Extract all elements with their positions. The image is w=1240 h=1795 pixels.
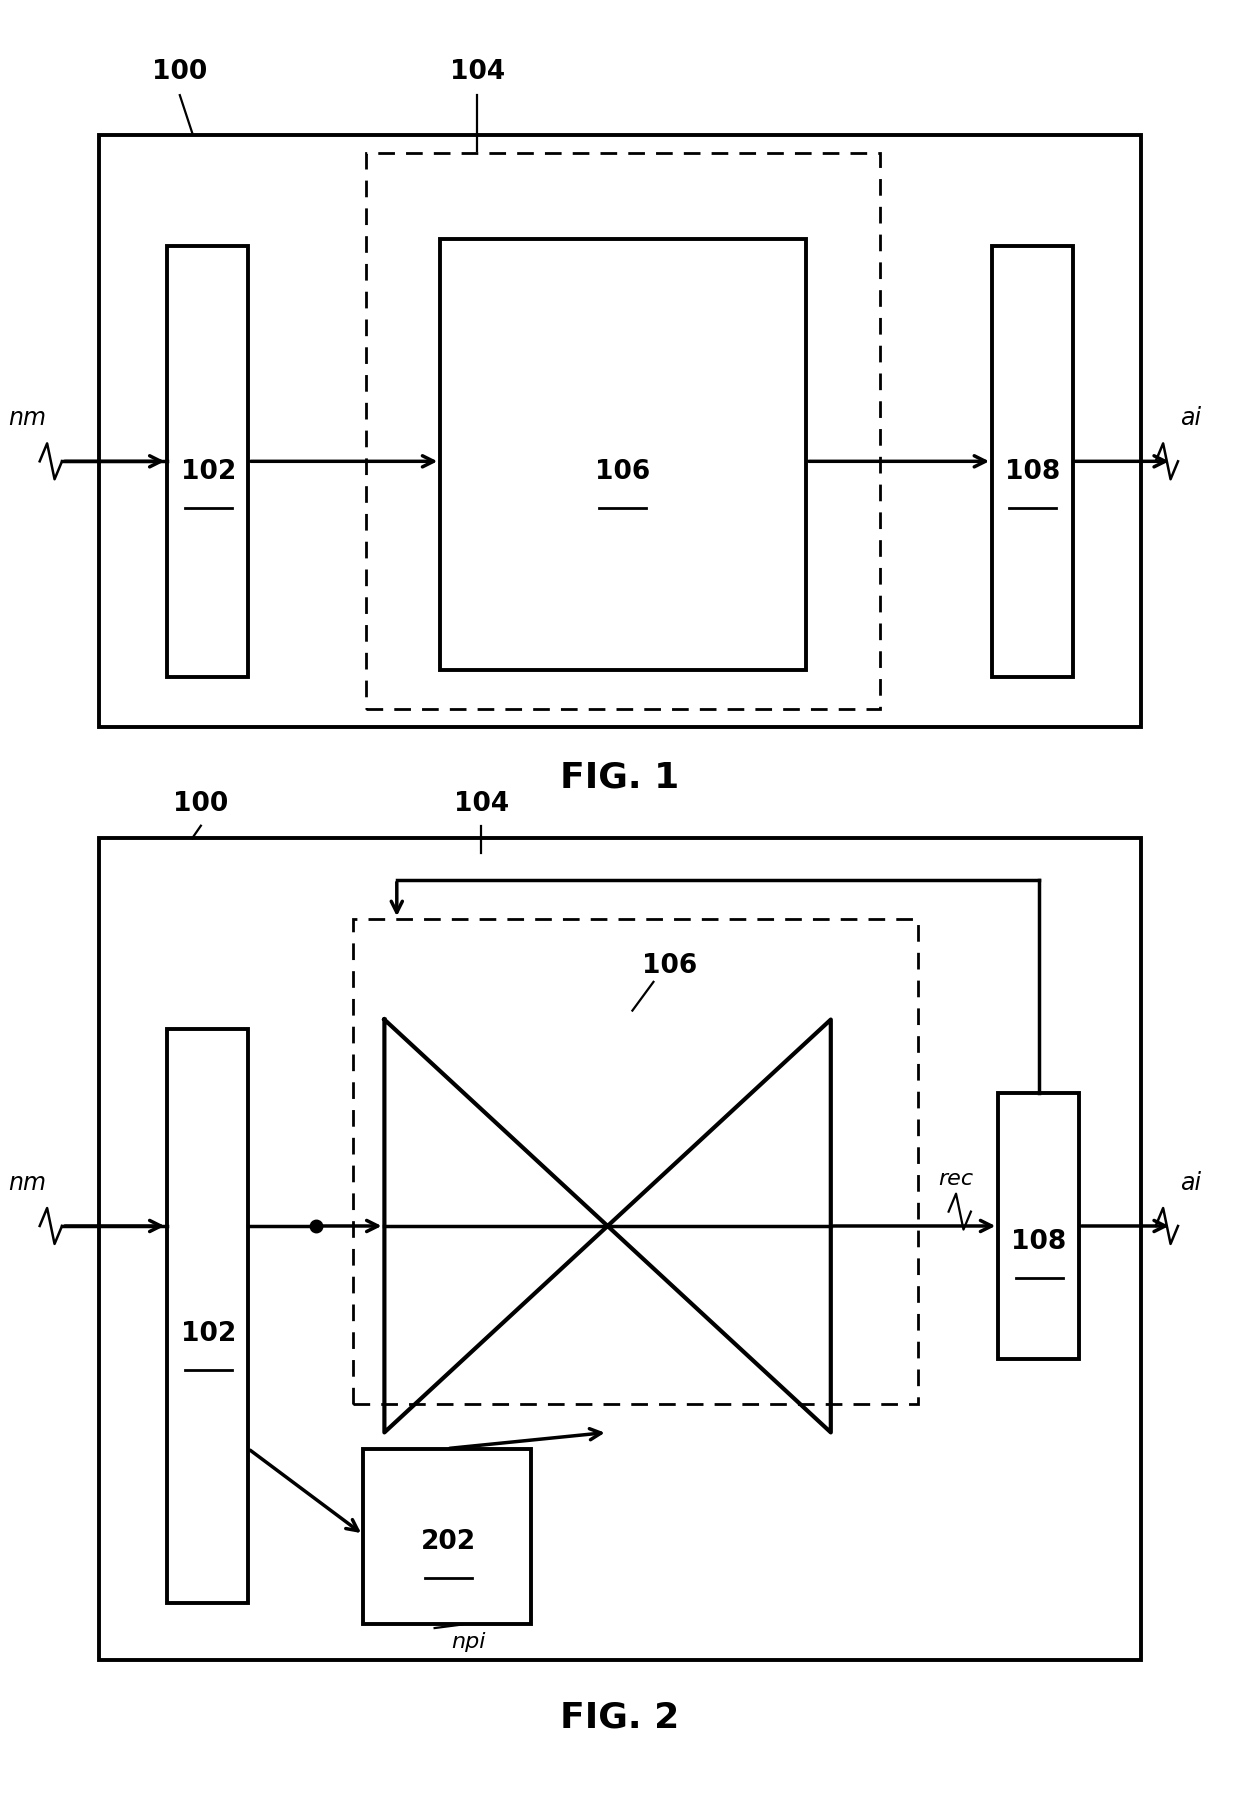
Text: 106: 106 <box>642 953 697 978</box>
Bar <box>363 1449 531 1624</box>
Text: 102: 102 <box>181 460 236 485</box>
Text: nm: nm <box>9 406 46 431</box>
Text: 104: 104 <box>450 59 505 84</box>
Bar <box>366 153 880 709</box>
Bar <box>99 135 1141 727</box>
Text: 104: 104 <box>454 792 508 817</box>
Text: npi: npi <box>451 1632 486 1653</box>
Text: 106: 106 <box>595 460 650 485</box>
Text: ai: ai <box>1179 406 1202 431</box>
Text: 108: 108 <box>1006 460 1060 485</box>
Bar <box>992 246 1073 677</box>
Text: FIG. 2: FIG. 2 <box>560 1702 680 1734</box>
Text: 100: 100 <box>153 59 207 84</box>
Text: 202: 202 <box>422 1529 476 1554</box>
Text: 102: 102 <box>181 1321 236 1346</box>
Bar <box>440 239 806 670</box>
Bar <box>353 919 918 1404</box>
Text: 108: 108 <box>1012 1230 1066 1255</box>
Text: nm: nm <box>9 1170 46 1195</box>
Text: FIG. 1: FIG. 1 <box>560 761 680 793</box>
Bar <box>99 838 1141 1660</box>
Bar <box>167 246 248 677</box>
Text: rec: rec <box>939 1169 973 1190</box>
Bar <box>998 1093 1079 1359</box>
Bar <box>167 1029 248 1603</box>
Text: ai: ai <box>1179 1170 1202 1195</box>
Text: 100: 100 <box>174 792 228 817</box>
